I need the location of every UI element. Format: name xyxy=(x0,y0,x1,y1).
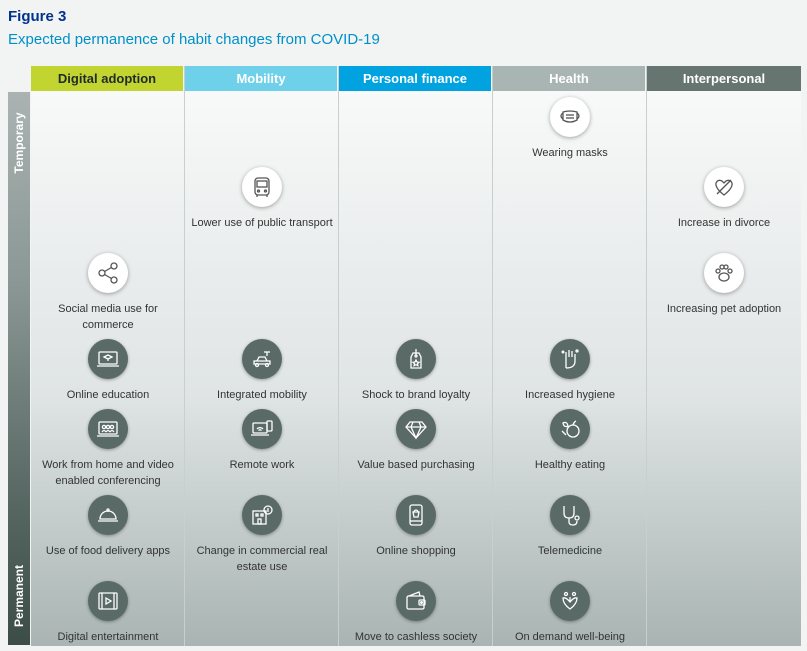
column-health: Health Wearing masks Increased hygiene H… xyxy=(493,66,647,646)
video-conference-icon xyxy=(88,409,128,449)
column-header: Health xyxy=(493,66,645,91)
bus-icon xyxy=(242,167,282,207)
axis-label-temporary: Temporary xyxy=(12,112,26,174)
digital-entertainment-icon xyxy=(88,581,128,621)
habit-label: Online shopping xyxy=(376,545,456,557)
remote-work-icon xyxy=(242,409,282,449)
permanence-axis: Temporary Permanent xyxy=(8,92,30,645)
hand-hygiene-icon xyxy=(550,339,590,379)
diamond-icon xyxy=(396,409,436,449)
habit-label: Use of food delivery apps xyxy=(45,545,171,557)
habit-label: Shock to brand loyalty xyxy=(361,389,471,401)
online-education-icon xyxy=(88,339,128,379)
habit-label: Work from home and video enabled confere… xyxy=(42,459,174,487)
habit-label: Online education xyxy=(66,389,150,401)
habit-label: Move to cashless society xyxy=(354,631,478,643)
habit-label: Change in commercial real estate use xyxy=(196,545,328,573)
habit-label: Digital entertainment xyxy=(57,631,159,643)
paw-icon xyxy=(704,253,744,293)
column-mobility: Mobility Lower use of public transport I… xyxy=(185,66,339,646)
habit-grid: Digital adoption Social media use for co… xyxy=(31,66,801,646)
commercial-building-icon xyxy=(242,495,282,535)
habit-label: Remote work xyxy=(229,459,295,471)
habit-label: Social media use for commerce xyxy=(58,303,158,331)
habit-label: Value based purchasing xyxy=(357,459,475,471)
figure-title: Expected permanence of habit changes fro… xyxy=(8,31,380,48)
broken-heart-icon xyxy=(704,167,744,207)
wallet-icon xyxy=(396,581,436,621)
column-header: Digital adoption xyxy=(31,66,183,91)
column-header: Interpersonal xyxy=(647,66,801,91)
stethoscope-icon xyxy=(550,495,590,535)
figure-label: Figure 3 xyxy=(8,8,67,25)
healthy-food-icon xyxy=(550,409,590,449)
column-interpersonal: Interpersonal Increase in divorce Increa… xyxy=(647,66,801,646)
habit-label: On demand well-being xyxy=(514,631,626,643)
habit-label: Increase in divorce xyxy=(677,217,771,229)
habit-label: Increasing pet adoption xyxy=(666,303,782,315)
habit-label: Telemedicine xyxy=(537,545,603,557)
habit-label: Wearing masks xyxy=(532,147,608,159)
share-icon xyxy=(88,253,128,293)
column-personal-finance: Personal finance Shock to brand loyalty … xyxy=(339,66,493,646)
online-shopping-icon xyxy=(396,495,436,535)
wellbeing-icon xyxy=(550,581,590,621)
habit-label: Increased hygiene xyxy=(525,389,615,401)
mask-icon xyxy=(550,97,590,137)
price-tag-icon xyxy=(396,339,436,379)
habit-label: Lower use of public transport xyxy=(191,217,333,229)
habit-label: Healthy eating xyxy=(534,459,606,471)
food-delivery-icon xyxy=(88,495,128,535)
integrated-mobility-icon xyxy=(242,339,282,379)
habit-label: Integrated mobility xyxy=(217,389,307,401)
column-digital-adoption: Digital adoption Social media use for co… xyxy=(31,66,185,646)
column-header: Personal finance xyxy=(339,66,491,91)
column-header: Mobility xyxy=(185,66,337,91)
axis-label-permanent: Permanent xyxy=(12,564,26,628)
